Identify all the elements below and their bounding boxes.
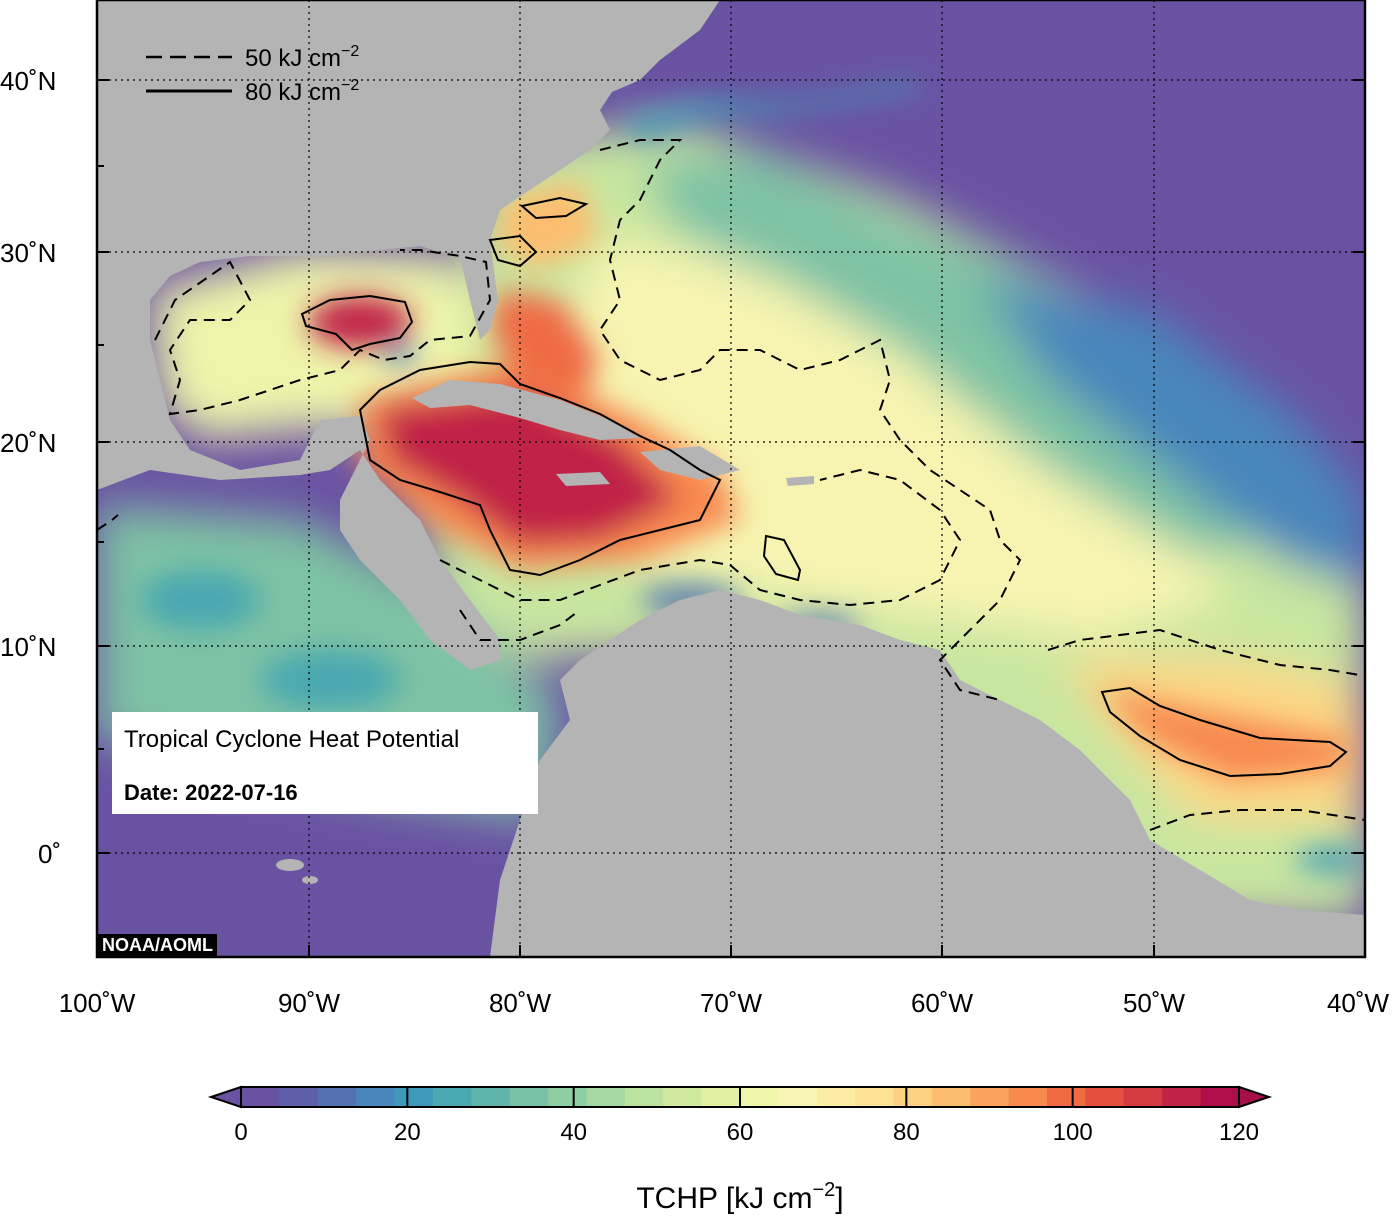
colorbar-swatch <box>1162 1087 1202 1107</box>
colorbar-over-arrow <box>1238 1085 1273 1109</box>
x-tick-label: 50˚W <box>1123 988 1186 1018</box>
colorbar-tick-label: 40 <box>560 1119 587 1146</box>
colorbar-swatch <box>855 1087 895 1107</box>
colorbar-tick-label: 0 <box>234 1119 247 1146</box>
colorbar-swatch <box>1123 1087 1163 1107</box>
colorbar-swatch <box>663 1087 703 1107</box>
colorbar: 0 20 40 60 80 100 120 TCHP [kJ cm−2] <box>207 1085 1273 1215</box>
colorbar-tick-label: 120 <box>1219 1119 1259 1146</box>
colorbar-title: TCHP [kJ cm−2] <box>636 1179 843 1215</box>
land <box>97 0 1365 957</box>
colorbar-swatch <box>1085 1087 1125 1107</box>
colorbar-swatch <box>701 1087 741 1107</box>
y-tick-label: 20˚N <box>0 428 56 458</box>
ocean-field-hot <box>140 80 1365 872</box>
colorbar-swatch <box>279 1087 319 1107</box>
figure-date: Date: 2022-07-16 <box>124 780 298 805</box>
y-tick-label: 0˚ <box>38 839 61 869</box>
x-tick-label: 90˚W <box>278 988 341 1018</box>
colorbar-swatch <box>778 1087 818 1107</box>
colorbar-swatch <box>893 1087 933 1107</box>
axis-ticks <box>97 79 1365 957</box>
colorbar-swatch <box>1008 1087 1048 1107</box>
colorbar-swatch <box>241 1087 280 1107</box>
x-tick-label: 60˚W <box>911 988 974 1018</box>
info-box: Tropical Cyclone Heat Potential Date: 20… <box>112 712 538 814</box>
colorbar-swatch <box>356 1087 396 1107</box>
contour-80 <box>300 196 1348 778</box>
colorbar-swatch <box>471 1087 511 1107</box>
colorbar-swatch <box>931 1087 971 1107</box>
colorbar-swatch <box>624 1087 664 1107</box>
y-tick-label: 40˚N <box>0 66 56 96</box>
colorbar-swatch <box>317 1087 357 1107</box>
x-tick-label: 40˚W <box>1327 988 1390 1018</box>
legend-label-80: 80 kJ cm−2 <box>245 77 359 106</box>
contour-50 <box>97 139 1365 831</box>
y-axis-labels: 40˚N 30˚N 20˚N 10˚N 0˚ <box>0 66 61 869</box>
colorbar-swatch <box>1200 1087 1240 1107</box>
x-tick-label: 80˚W <box>489 988 552 1018</box>
colorbar-tick-label: 100 <box>1053 1119 1093 1146</box>
map-area <box>97 0 1365 957</box>
colorbar-swatch <box>394 1087 434 1107</box>
y-tick-label: 30˚N <box>0 238 56 268</box>
colorbar-swatch <box>548 1087 587 1107</box>
graticule <box>97 0 1365 957</box>
x-axis-labels: 100˚W 90˚W 80˚W 70˚W 60˚W 50˚W 40˚W <box>59 988 1390 1018</box>
colorbar-tick-label: 60 <box>727 1119 754 1146</box>
y-tick-label: 10˚N <box>0 632 56 662</box>
figure-title: Tropical Cyclone Heat Potential <box>124 726 460 753</box>
credit-label: NOAA/AOML <box>98 934 217 956</box>
colorbar-swatch <box>970 1087 1010 1107</box>
colorbar-swatch <box>586 1087 626 1107</box>
x-tick-label: 100˚W <box>59 988 136 1018</box>
contour-legend: 50 kJ cm−2 80 kJ cm−2 <box>146 43 359 106</box>
colorbar-under-arrow <box>207 1085 242 1109</box>
colorbar-swatch <box>509 1087 549 1107</box>
colorbar-swatch <box>816 1087 856 1107</box>
colorbar-swatch <box>740 1087 779 1107</box>
colorbar-tick-label: 80 <box>893 1119 920 1146</box>
colorbar-tick-label: 20 <box>394 1119 421 1146</box>
colorbar-swatch <box>1047 1087 1086 1107</box>
x-tick-label: 70˚W <box>700 988 763 1018</box>
legend-label-50: 50 kJ cm−2 <box>245 43 359 72</box>
colorbar-swatch <box>432 1087 472 1107</box>
